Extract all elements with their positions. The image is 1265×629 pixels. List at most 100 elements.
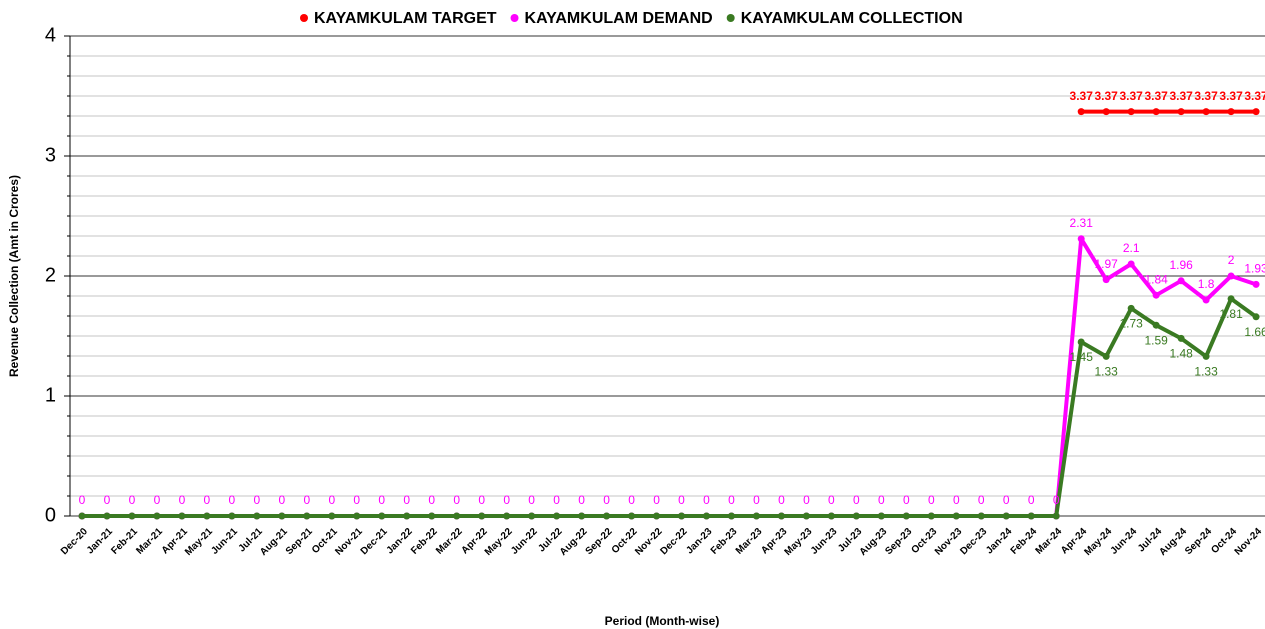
- data-point: [1152, 321, 1160, 329]
- data-label: 3.37: [1194, 89, 1218, 103]
- data-label: 1.73: [1119, 317, 1143, 331]
- legend: KAYAMKULAM TARGET KAYAMKULAM DEMAND KAYAMK…: [300, 10, 963, 27]
- data-label: 3.37: [1070, 89, 1094, 103]
- data-label: 1.59: [1144, 333, 1168, 347]
- data-point: [203, 512, 211, 520]
- x-tick-label: Aug-22: [558, 526, 590, 558]
- data-point: [977, 512, 985, 520]
- data-point: [628, 512, 636, 520]
- x-tick-label: Nov-22: [633, 526, 665, 558]
- x-tick-label: Feb-24: [1009, 526, 1040, 557]
- data-label: 0: [353, 493, 360, 507]
- data-point: [528, 512, 536, 520]
- data-point: [478, 512, 486, 520]
- data-point: [1177, 108, 1185, 116]
- legend-marker: [300, 14, 308, 22]
- data-point: [1077, 235, 1085, 243]
- x-tick-label: Feb-23: [709, 526, 740, 557]
- data-label: 0: [204, 493, 211, 507]
- x-tick-label: Sep-23: [883, 526, 914, 557]
- data-point: [1127, 260, 1135, 268]
- data-point: [1052, 512, 1060, 520]
- x-tick-label: Jan-23: [684, 526, 714, 556]
- data-label: 2.1: [1123, 241, 1140, 255]
- x-tick-label: Mar-23: [734, 526, 765, 557]
- x-tick-label: Mar-22: [434, 526, 465, 557]
- data-label: 0: [254, 493, 261, 507]
- data-point: [727, 512, 735, 520]
- data-label: 0: [753, 493, 760, 507]
- data-label: 3.37: [1095, 89, 1119, 103]
- x-tick-label: Sep-24: [1183, 526, 1214, 557]
- data-point: [303, 512, 311, 520]
- x-tick-label: Jan-21: [85, 526, 115, 556]
- y-tick-label: 2: [45, 264, 56, 286]
- legend-label: KAYAMKULAM DEMAND: [525, 10, 713, 27]
- x-tick-label: Feb-21: [109, 526, 140, 557]
- data-label: 1.81: [1219, 307, 1243, 321]
- legend-marker: [510, 14, 519, 22]
- legend-marker: [726, 14, 735, 22]
- x-tick-label: Jun-21: [209, 526, 240, 557]
- data-point: [228, 512, 236, 520]
- data-point: [578, 512, 586, 520]
- y-tick-label: 4: [45, 24, 56, 46]
- data-point: [1102, 108, 1110, 116]
- data-point: [1202, 352, 1210, 360]
- x-tick-label: Aug-24: [1157, 526, 1189, 558]
- data-point: [1177, 277, 1185, 285]
- data-point: [328, 512, 336, 520]
- y-axis-title: Revenue Collection (Amt in Crores): [7, 175, 21, 377]
- data-label: 0: [528, 493, 535, 507]
- data-point: [1202, 296, 1210, 304]
- data-point: [1177, 334, 1185, 342]
- data-point: [428, 512, 436, 520]
- data-point: [1227, 272, 1235, 280]
- legend-label: KAYAMKULAM TARGET: [314, 10, 497, 27]
- data-point: [952, 512, 960, 520]
- data-label: 0: [553, 493, 560, 507]
- data-point: [503, 512, 511, 520]
- data-label: 0: [154, 493, 161, 507]
- data-point: [1077, 108, 1085, 116]
- data-point: [253, 512, 261, 520]
- data-label: 0: [278, 493, 285, 507]
- x-axis-title: Period (Month-wise): [605, 614, 720, 628]
- x-tick-label: Dec-21: [359, 526, 390, 557]
- x-tick-label: Aug-23: [858, 526, 890, 558]
- data-label: 0: [378, 493, 385, 507]
- data-label: 0: [303, 493, 310, 507]
- data-label: 1.84: [1144, 272, 1168, 286]
- data-point: [1252, 280, 1260, 288]
- x-tick-label: Mar-24: [1034, 526, 1065, 557]
- data-point: [1252, 313, 1260, 321]
- x-tick-label: May-22: [483, 526, 515, 558]
- data-point: [153, 512, 161, 520]
- data-label: 0: [503, 493, 510, 507]
- data-label: 0: [179, 493, 186, 507]
- data-label: 0: [628, 493, 635, 507]
- data-label: 1.97: [1095, 257, 1119, 271]
- data-label: 0: [728, 493, 735, 507]
- data-label: 2.31: [1070, 216, 1094, 230]
- data-point: [927, 512, 935, 520]
- x-tick-label: Nov-24: [1233, 526, 1265, 558]
- data-label: 1.45: [1070, 350, 1094, 364]
- data-label: 0: [1028, 493, 1035, 507]
- data-label: 1.93: [1244, 262, 1265, 276]
- data-label: 0: [229, 493, 236, 507]
- data-label: 1.33: [1194, 365, 1218, 379]
- data-label: 0: [953, 493, 960, 507]
- data-point: [752, 512, 760, 520]
- data-label: 3.37: [1244, 89, 1265, 103]
- data-label: 0: [104, 493, 111, 507]
- data-label: 0: [129, 493, 136, 507]
- data-point: [1002, 512, 1010, 520]
- data-label: 3.37: [1169, 89, 1193, 103]
- x-tick-label: Jun-22: [509, 526, 540, 557]
- x-tick-label: Aug-21: [258, 526, 290, 558]
- y-tick-label: 1: [45, 384, 56, 406]
- data-label: 0: [703, 493, 710, 507]
- data-label: 0: [878, 493, 885, 507]
- data-point: [553, 512, 561, 520]
